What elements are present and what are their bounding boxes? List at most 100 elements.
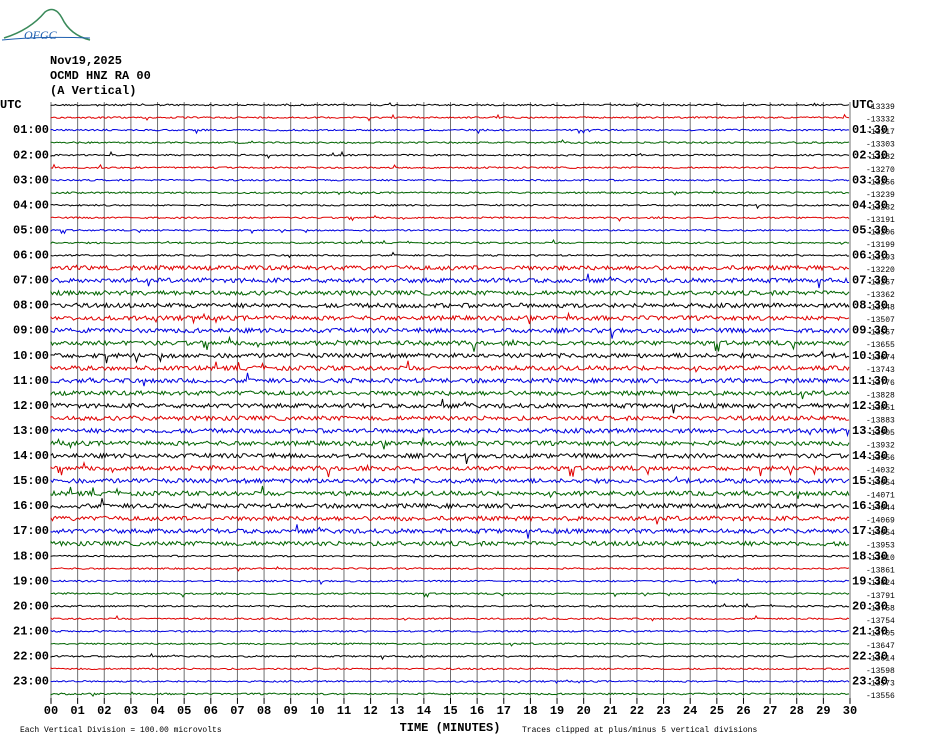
row-label-left: UTC [0,98,22,112]
row-label-left: 14:00 [13,449,49,463]
row-label-left: 09:00 [13,324,49,338]
x-tick-label: 03 [124,704,138,718]
row-label-right: 06:30 [852,249,888,263]
trace [50,652,850,661]
x-tick-label: 12 [363,704,377,718]
row-label-right: 02:30 [852,148,888,162]
trace [50,667,850,671]
row-label-right: 04:30 [852,198,888,212]
row-label-left: 20:00 [13,599,49,613]
x-axis-label: TIME (MINUTES) [400,721,501,735]
x-tick-label: 27 [763,704,777,718]
trace [50,414,850,422]
x-tick-label: 17 [497,704,511,718]
title-line: (A Vertical) [50,84,136,98]
trace-offset: -13239 [866,191,895,200]
trace [50,515,850,525]
trace [50,178,850,182]
trace-offset: -13220 [866,266,895,275]
trace [50,251,850,259]
row-label-left: 02:00 [13,148,49,162]
row-label-right: 18:30 [852,549,888,563]
x-tick-label: 07 [230,704,244,718]
trace [50,524,850,539]
trace [50,301,850,309]
trace-offset: -13883 [866,416,895,425]
trace-offset: -13348 [866,304,895,313]
row-label-left: 22:00 [13,649,49,663]
trace-offset: -13614 [866,654,895,663]
trace-offset: -13647 [866,642,895,651]
trace [50,642,850,647]
x-tick-label: 26 [736,704,750,718]
trace [50,614,850,622]
trace [50,239,850,245]
row-label-left: 11:00 [13,374,49,388]
trace-offset: -14071 [866,492,895,501]
trace-offset: -13905 [866,429,895,438]
row-label-left: 21:00 [13,624,49,638]
logo-curve [3,8,91,41]
trace-offset: -13674 [866,354,895,363]
x-tick-label: 28 [790,704,804,718]
row-label-left: 07:00 [13,274,49,288]
trace-offset: -13705 [866,629,895,638]
trace-offset: -13303 [866,141,895,150]
trace-offset: -13655 [866,341,895,350]
trace-offset: -13824 [866,579,895,588]
trace [50,591,850,598]
trace [50,163,850,170]
trace [50,498,850,510]
trace [50,273,849,289]
trace [50,566,850,572]
trace [50,452,850,465]
trace-offset: -13270 [866,166,895,175]
row-label-right: 21:30 [852,624,888,638]
trace [50,311,850,325]
trace [50,264,850,272]
trace-offset: -13828 [866,391,895,400]
trace [50,485,850,499]
trace-offset: -13332 [866,116,895,125]
trace-offset: -13791 [866,592,895,601]
x-tick-label: 00 [44,704,58,718]
trace [50,190,850,196]
trace-offset: -13956 [866,454,895,463]
row-label-left: 12:00 [13,399,49,413]
row-label-right: 14:30 [852,449,888,463]
trace-offset: -13953 [866,542,895,551]
row-label-right: 17:30 [852,524,888,538]
trace [50,139,850,145]
x-tick-label: 08 [257,704,271,718]
row-label-left: 19:00 [13,574,49,588]
x-tick-label: 23 [656,704,670,718]
row-label-right: 22:30 [852,649,888,663]
x-tick-label: 16 [470,704,484,718]
trace-offset: -13507 [866,316,895,325]
row-label-left: 01:00 [13,123,49,137]
row-label-left: 16:00 [13,499,49,513]
trace-offset: -13932 [866,441,895,450]
trace-offset: -13754 [866,617,895,626]
trace [50,389,850,400]
trace [50,578,849,586]
row-label-left: 04:00 [13,198,49,212]
trace-offset: -13758 [866,604,895,613]
title-line: Nov19,2025 [50,54,122,68]
x-tick-label: 05 [177,704,191,718]
row-label-right: 01:30 [852,123,888,137]
trace [50,691,850,697]
trace [50,350,850,364]
trace [50,128,850,135]
row-label-right: 16:30 [852,499,888,513]
trace-offset: -13743 [866,366,895,375]
row-label-left: 08:00 [13,299,49,313]
trace-offset: -14032 [866,466,895,475]
footer-note: Each Vertical Division = 100.00 microvol… [20,726,222,735]
row-label-right: 10:30 [852,349,888,363]
x-tick-label: 19 [550,704,564,718]
trace [50,289,850,297]
x-tick-label: 21 [603,704,617,718]
trace [50,398,850,414]
x-tick-label: 11 [337,704,351,718]
